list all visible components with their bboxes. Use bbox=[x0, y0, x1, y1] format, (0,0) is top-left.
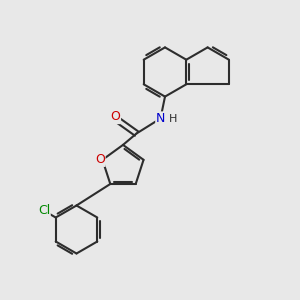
Text: Cl: Cl bbox=[38, 204, 50, 217]
Text: H: H bbox=[169, 113, 177, 124]
Text: O: O bbox=[95, 153, 105, 166]
Text: N: N bbox=[156, 112, 165, 125]
Text: O: O bbox=[111, 110, 120, 124]
